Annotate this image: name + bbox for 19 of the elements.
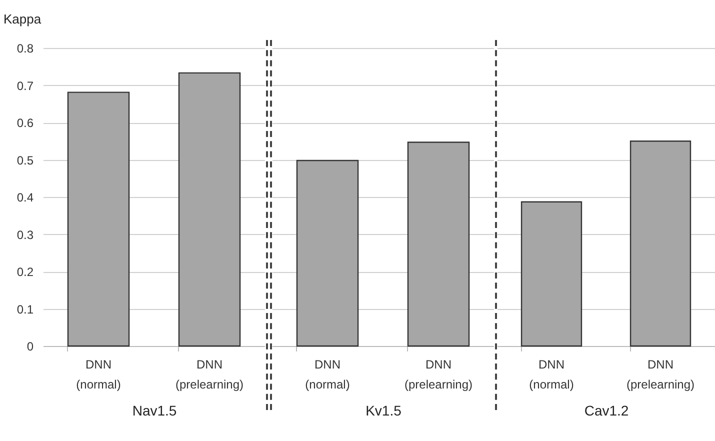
y-tick-label: 0 [26,340,34,354]
y-tick-label: 0.3 [16,228,34,242]
y-tick-label: 0.5 [16,153,34,168]
x-axis-title: Kv1.5 [366,402,402,418]
y-tick-label: 0.2 [16,265,34,279]
y-tick-label: 0.1 [16,302,34,316]
x-tick-label: DNN (normal) [76,358,121,392]
y-axis-title: Kappa [4,12,42,26]
y-tick-label: 0.4 [16,190,34,204]
y-tick-label: 0.6 [16,116,34,130]
y-tick-label: 0.7 [16,78,34,93]
x-tick-label: DNN (prelearning) [175,358,244,392]
x-axis-title: Nav1.5 [132,402,177,418]
x-tick-label: DNN (prelearning) [626,358,695,392]
x-axis-title: Cav1.2 [584,402,629,418]
y-tick-label: 0.8 [16,42,34,56]
x-tick-label: DNN (normal) [529,358,574,392]
x-tick-label: DNN (prelearning) [404,358,473,392]
x-tick-label: DNN (normal) [305,358,350,392]
